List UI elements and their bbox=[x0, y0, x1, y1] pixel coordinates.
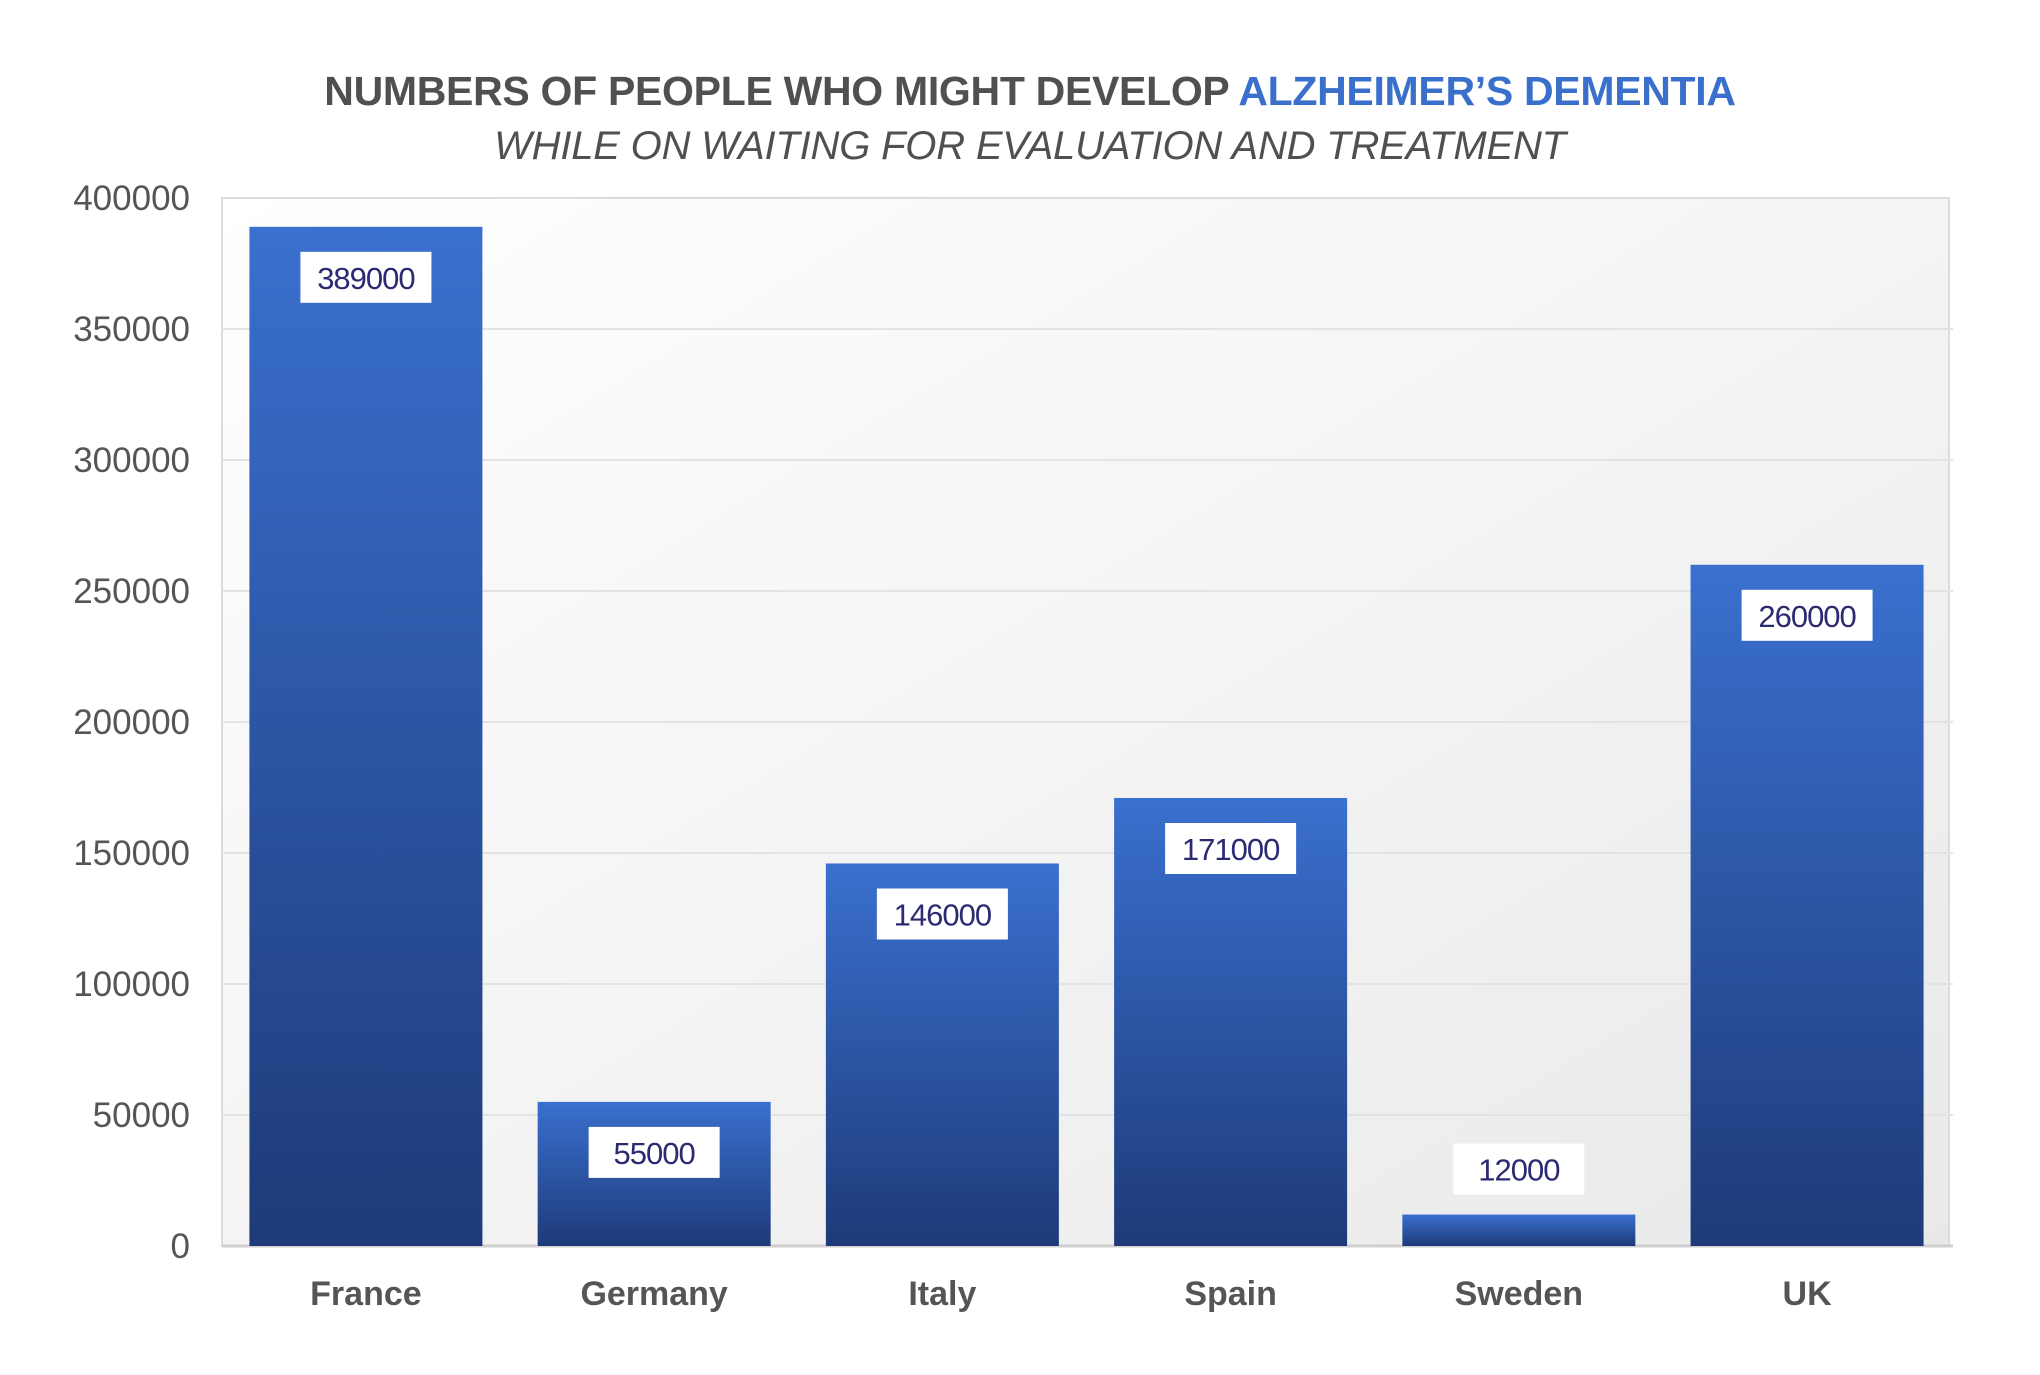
data-label: 389000 bbox=[300, 251, 432, 303]
y-tick-label: 200000 bbox=[73, 703, 190, 742]
bar-uk bbox=[1690, 564, 1924, 1246]
data-label-text: 146000 bbox=[894, 897, 992, 932]
x-tick-label: Spain bbox=[1184, 1275, 1277, 1313]
data-label-box bbox=[1741, 589, 1873, 641]
data-label-box bbox=[1453, 1143, 1585, 1195]
data-label-text: 389000 bbox=[317, 261, 415, 296]
bar-france bbox=[249, 226, 483, 1246]
data-label-box bbox=[876, 888, 1008, 940]
x-tick-label: UK bbox=[1783, 1275, 1833, 1313]
y-tick-label: 0 bbox=[171, 1227, 190, 1266]
y-tick-label: 300000 bbox=[73, 441, 190, 480]
y-tick-label: 100000 bbox=[73, 965, 190, 1004]
y-tick-label: 400000 bbox=[73, 179, 190, 218]
data-label-text: 171000 bbox=[1182, 832, 1280, 867]
bar-sweden bbox=[1402, 1214, 1636, 1246]
x-tick-label: France bbox=[310, 1275, 422, 1313]
y-tick-label: 50000 bbox=[93, 1096, 190, 1135]
data-label: 12000 bbox=[1453, 1143, 1585, 1195]
y-tick-label: 150000 bbox=[73, 834, 190, 873]
data-label-text: 12000 bbox=[1478, 1153, 1560, 1188]
chart-title-main: NUMBERS OF PEOPLE WHO MIGHT DEVELOP bbox=[324, 68, 1239, 114]
chart-title: NUMBERS OF PEOPLE WHO MIGHT DEVELOP ALZH… bbox=[0, 68, 2040, 115]
data-label-text: 55000 bbox=[614, 1136, 696, 1171]
data-label-text: 260000 bbox=[1758, 599, 1856, 634]
data-label: 55000 bbox=[588, 1126, 720, 1178]
data-label-box bbox=[588, 1126, 720, 1178]
data-label: 260000 bbox=[1741, 589, 1873, 641]
data-label: 146000 bbox=[876, 888, 1008, 940]
x-tick-label: Italy bbox=[908, 1275, 976, 1313]
x-tick-label: Sweden bbox=[1455, 1275, 1583, 1313]
chart-subtitle: WHILE ON WAITING FOR EVALUATION AND TREA… bbox=[494, 124, 1566, 168]
chart-title-highlight: ALZHEIMER’S DEMENTIA bbox=[1238, 68, 1736, 114]
data-label-box bbox=[1165, 822, 1297, 874]
data-label: 171000 bbox=[1165, 822, 1297, 874]
data-label-box bbox=[300, 251, 432, 303]
y-tick-label: 250000 bbox=[73, 572, 190, 611]
x-tick-label: Germany bbox=[580, 1275, 727, 1313]
y-tick-label: 350000 bbox=[73, 310, 190, 349]
